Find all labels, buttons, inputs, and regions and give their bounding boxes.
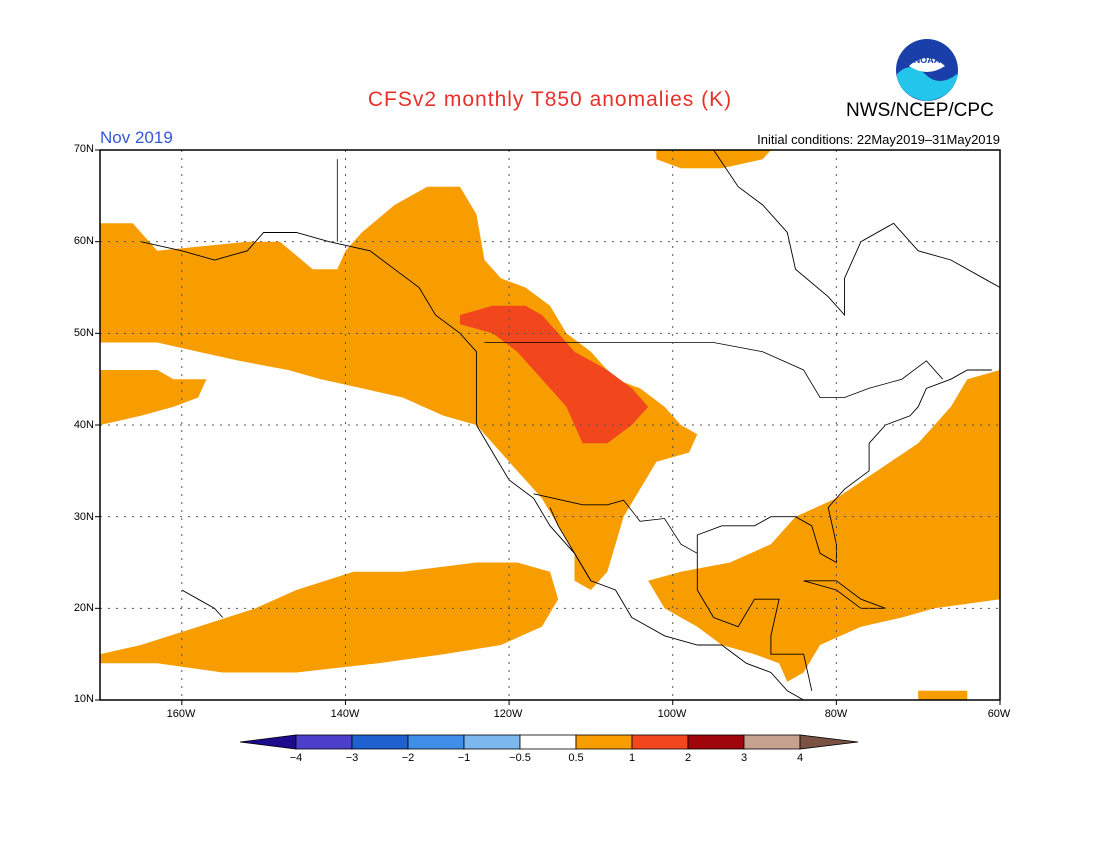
logo-text: NOAA (914, 55, 941, 65)
lat-label: 40N (73, 419, 94, 431)
coastline (713, 150, 1000, 317)
colorbar-segment (631, 734, 689, 750)
colorbar-tick: −4 (289, 752, 303, 764)
agency-label: NWS/NCEP/CPC (846, 100, 994, 121)
lon-label: 160W (166, 708, 196, 720)
colorbar-tick: 1 (628, 752, 636, 764)
colorbar-segment (463, 734, 521, 750)
map-layers (100, 150, 1000, 700)
colorbar-segment (743, 734, 801, 750)
colorbar-tick: 0.5 (568, 752, 584, 764)
lon-label: 140W (330, 708, 360, 720)
colorbar-tick: 4 (796, 752, 804, 764)
lat-label: 10N (73, 693, 94, 705)
anomaly-region-0.5-1 (100, 186, 698, 590)
anomaly-region-0.5-1 (648, 370, 1000, 682)
anomaly-region-0.5-1 (656, 150, 771, 169)
noaa-logo: NOAA (895, 38, 959, 102)
colorbar-segment (351, 734, 409, 750)
coastline (696, 553, 813, 691)
chart-title: CFSv2 monthly T850 anomalies (K) (367, 88, 733, 111)
lat-label: 70N (73, 143, 94, 155)
colorbar-segment (295, 734, 353, 750)
lat-label: 50N (73, 327, 94, 339)
anomaly-region-1-2 (460, 305, 649, 444)
colorbar-segment (575, 734, 633, 750)
initial-conditions: Initial conditions: 22May2019–31May2019 (757, 132, 1000, 147)
colorbar-segment (519, 734, 577, 750)
coastline (549, 507, 592, 582)
coastline (140, 232, 804, 700)
lat-label: 60N (73, 235, 94, 247)
colorbar-arrow-right (799, 734, 859, 750)
colorbar-tick: −0.5 (509, 752, 531, 764)
colorbar-tick: −3 (345, 752, 359, 764)
colorbar-arrow-left (239, 734, 297, 750)
political-border (484, 342, 943, 398)
lon-label: 100W (657, 708, 687, 720)
political-border (533, 493, 698, 554)
lat-label: 30N (73, 511, 94, 523)
coastline (696, 369, 992, 564)
lat-label: 20N (73, 602, 94, 614)
coastline (181, 589, 224, 618)
anomaly-region-0.5-1 (100, 562, 559, 673)
colorbar-tick: 2 (684, 752, 692, 764)
colorbar-tick: 3 (740, 752, 748, 764)
colorbar-segment (687, 734, 745, 750)
valid-month: Nov 2019 (100, 128, 173, 147)
lon-label: 120W (493, 708, 523, 720)
lon-label: 80W (824, 708, 848, 720)
lon-label: 60W (987, 708, 1011, 720)
anomaly-region-0.5-1 (100, 370, 207, 425)
anomaly-region-0.5-1 (918, 690, 968, 700)
colorbar-segment (407, 734, 465, 750)
colorbar-tick: −1 (457, 752, 471, 764)
colorbar-tick: −2 (401, 752, 415, 764)
